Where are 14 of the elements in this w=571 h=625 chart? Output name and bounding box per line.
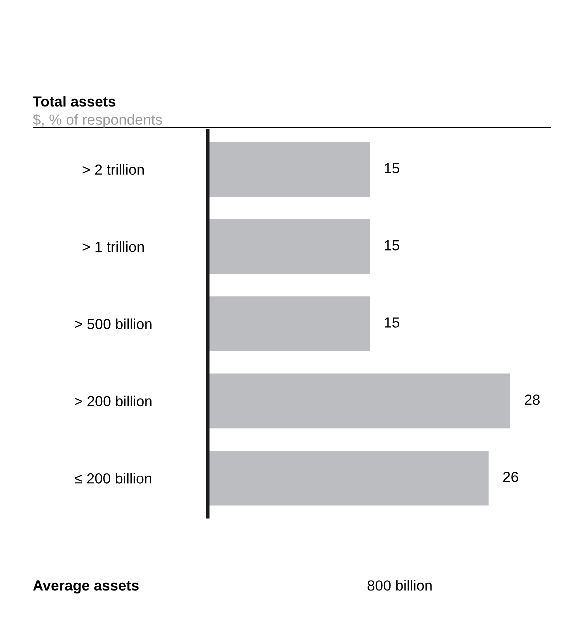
chart-subtitle: $, % of respondents xyxy=(33,114,162,128)
data-label: 28 xyxy=(525,394,540,406)
data-label: 15 xyxy=(385,163,400,174)
y-tick-label: > 200 billion xyxy=(75,396,152,407)
data-label: 15 xyxy=(385,318,400,328)
text: 800 billion xyxy=(368,580,432,591)
data-label: 26 xyxy=(503,472,518,482)
text: Total assets xyxy=(33,96,116,107)
y-tick-label: > 500 billion xyxy=(75,318,152,330)
data-label: 15 xyxy=(385,240,400,251)
text: Average assets xyxy=(33,580,139,594)
y-tick-label: > 2 trillion xyxy=(82,164,144,176)
y-tick-label: > 1 trillion xyxy=(82,242,144,252)
y-tick-label: ≤ 200 billion xyxy=(75,473,152,484)
